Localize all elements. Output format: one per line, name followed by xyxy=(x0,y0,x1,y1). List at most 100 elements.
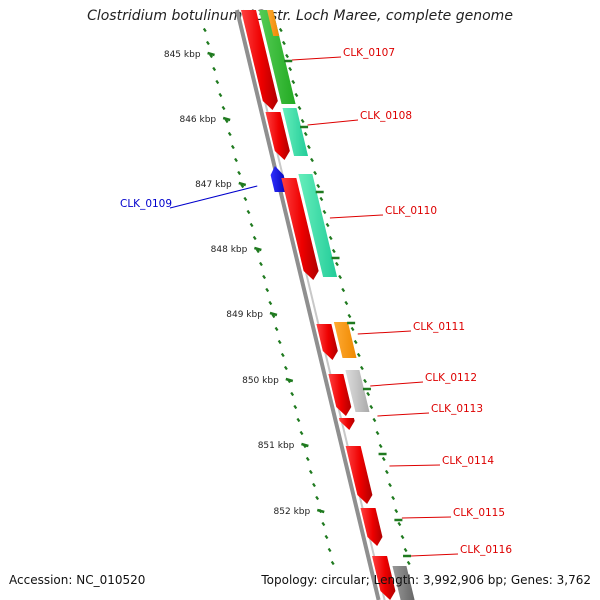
left-ruler-dot xyxy=(246,209,251,215)
gene-label-connector xyxy=(370,381,424,387)
gene-features xyxy=(241,10,396,600)
ruler-tick xyxy=(316,508,325,514)
right-ruler-dot xyxy=(313,170,318,176)
gene-arrow xyxy=(372,556,396,600)
left-ruler-dot xyxy=(308,469,313,475)
accession-text: Accession: NC_010520 xyxy=(9,573,146,587)
left-ruler-dot xyxy=(321,521,326,527)
left-ruler-dot xyxy=(252,235,257,241)
left-ruler-dot xyxy=(315,495,320,501)
genome-summary-text: Topology: circular; Length: 3,992,906 bp… xyxy=(261,573,591,587)
right-ruler-dot xyxy=(341,287,346,293)
gene-arrow xyxy=(281,178,319,280)
backbone-edge-line xyxy=(242,9,386,600)
left-ruler-dot xyxy=(230,144,235,150)
cog-bars xyxy=(259,10,415,600)
gene-label-connector xyxy=(411,553,459,557)
left-ruler-dot xyxy=(324,534,329,540)
gene-label: CLK_0112 xyxy=(425,372,477,384)
gene-label: CLK_0116 xyxy=(460,544,512,556)
right-ruler-dot xyxy=(353,339,358,345)
left-ruler-dot xyxy=(212,66,217,72)
right-ruler-dot xyxy=(282,40,286,46)
gene-label-connector xyxy=(357,330,412,335)
cog-bar xyxy=(392,566,415,600)
right-ruler-dot xyxy=(319,196,324,202)
ruler-tick xyxy=(222,116,231,122)
ruler-tick xyxy=(207,51,215,57)
gene-label: CLK_0108 xyxy=(360,110,412,122)
right-ruler-dot xyxy=(375,430,380,436)
backbone-line xyxy=(235,9,381,600)
right-ruler-dot xyxy=(372,417,377,423)
right-ruler-dot xyxy=(310,157,314,163)
gene-label: CLK_0111 xyxy=(413,321,465,333)
right-ruler-dot xyxy=(394,508,399,514)
ruler-tick xyxy=(301,442,309,448)
left-ruler-dot xyxy=(215,79,220,85)
left-ruler-dot xyxy=(265,287,270,293)
right-ruler-dot xyxy=(297,105,302,111)
left-ruler-dot xyxy=(290,391,295,397)
left-ruler-dot xyxy=(284,365,288,371)
gene-label-connector xyxy=(169,185,258,209)
right-ruler-dot xyxy=(285,53,289,59)
right-ruler-dot xyxy=(369,404,374,410)
right-ruler-dot xyxy=(363,378,367,384)
left-ruler-dot xyxy=(330,560,335,566)
left-ruler-dot xyxy=(237,170,242,176)
right-ruler-dot xyxy=(356,352,361,358)
left-ruler-dot xyxy=(221,105,226,111)
gene-label: CLK_0107 xyxy=(343,47,395,59)
gene-arrow xyxy=(328,374,352,416)
gene-label: CLK_0113 xyxy=(431,403,483,415)
right-ruler-dot xyxy=(378,443,383,449)
cog-bar xyxy=(298,174,338,277)
left-ruler-dot xyxy=(227,131,232,137)
gene-label-connector xyxy=(291,56,342,61)
ruler-tick-label: 850 kbp xyxy=(242,376,279,386)
right-ruler-dot xyxy=(331,248,336,254)
cog-bar xyxy=(333,322,357,358)
gene-arrow xyxy=(241,10,278,110)
right-ruler-dot xyxy=(316,183,321,189)
left-ruler-dot xyxy=(305,456,310,462)
right-ruler-dot xyxy=(384,469,389,475)
gene-arrow xyxy=(345,446,373,504)
gene-arrow xyxy=(316,324,338,360)
ruler-tick-label: 845 kbp xyxy=(164,50,201,60)
ruler-tick-label: 846 kbp xyxy=(179,115,216,125)
right-ruler-dot xyxy=(325,222,330,228)
left-ruler-dot xyxy=(312,482,316,488)
gene-label-connector xyxy=(329,214,384,219)
ruler-tick xyxy=(269,311,278,317)
right-ruler-dot xyxy=(403,547,408,553)
left-ruler-dot xyxy=(280,352,285,358)
gene-label: CLK_0110 xyxy=(385,205,437,217)
right-ruler-dot xyxy=(381,456,386,462)
gene-label: CLK_0114 xyxy=(442,455,494,467)
right-ruler-dot xyxy=(291,79,296,85)
right-ruler-dot xyxy=(288,66,293,72)
right-ruler-dot xyxy=(338,274,342,280)
cog-bar xyxy=(345,370,370,412)
ruler-tick-label: 848 kbp xyxy=(211,245,248,255)
left-ruler-dot xyxy=(218,92,223,98)
gene-label: CLK_0115 xyxy=(453,507,505,519)
right-ruler-dot xyxy=(294,92,299,98)
right-ruler-dot xyxy=(406,560,411,566)
left-ruler-dot xyxy=(268,300,273,306)
right-ruler-dot xyxy=(391,495,396,501)
gene-arrow xyxy=(265,112,290,160)
right-ruler-dot xyxy=(400,534,405,540)
right-ruler-dot xyxy=(397,521,402,527)
right-ruler-dot xyxy=(344,300,349,306)
right-ruler-dot xyxy=(303,131,308,137)
left-ruler-dot xyxy=(327,547,332,553)
left-ruler-dot xyxy=(249,222,254,228)
gene-arrow xyxy=(360,508,383,546)
right-ruler-dot xyxy=(388,482,392,488)
ruler-tick-label: 849 kbp xyxy=(226,310,263,320)
gene-label-connector xyxy=(307,119,359,126)
